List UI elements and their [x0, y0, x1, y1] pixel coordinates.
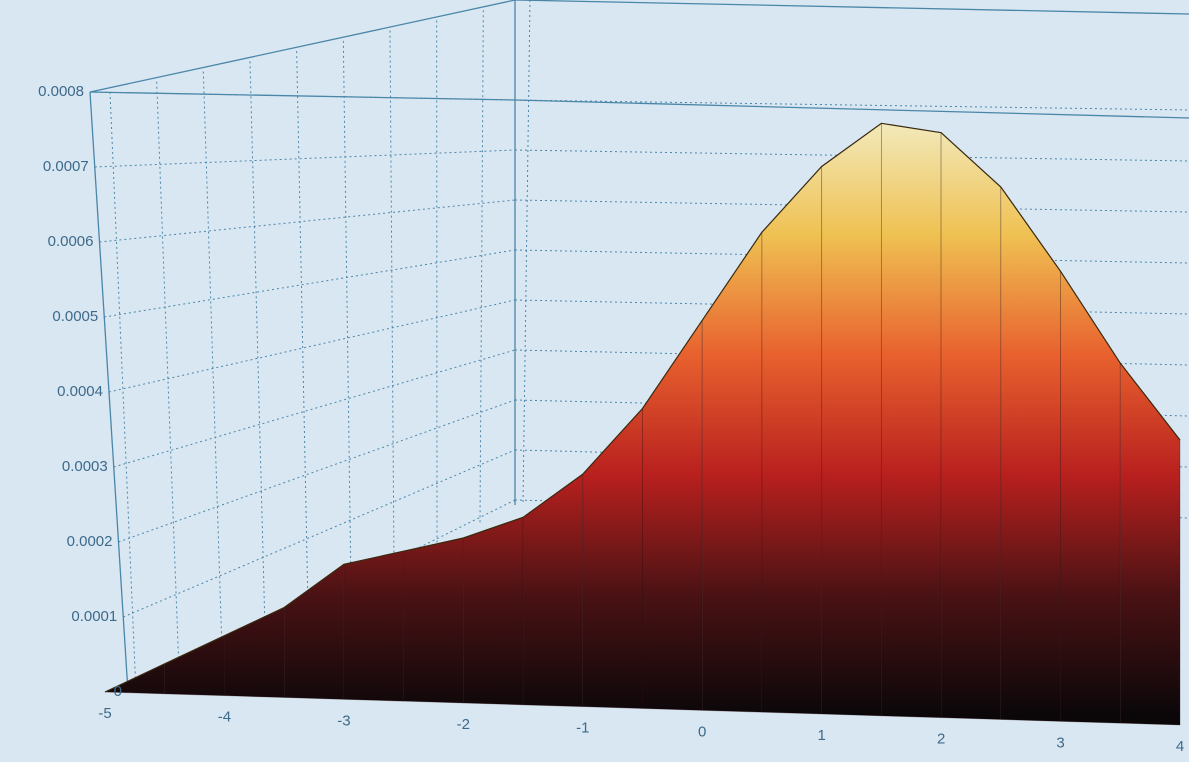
- x-tick-label: -5: [98, 705, 111, 722]
- z-tick-label: 0.0008: [38, 83, 84, 100]
- grid-line: [104, 249, 516, 318]
- grid-line: [514, 249, 1189, 264]
- grid-line: [89, 91, 516, 101]
- z-tick-label: 0.0007: [43, 158, 89, 175]
- x-tick-label: -3: [337, 712, 350, 729]
- surface-strip: [283, 563, 345, 700]
- surface-strip: [403, 537, 464, 704]
- surface-strip: [1119, 362, 1181, 726]
- z-tick-label: 0.0003: [62, 458, 108, 475]
- grid-line: [113, 349, 516, 468]
- grid-line: [342, 40, 352, 587]
- grid-line: [296, 51, 309, 608]
- x-tick-label: 3: [1056, 734, 1064, 751]
- surface-strip: [761, 165, 823, 715]
- surface-strip: [164, 635, 225, 697]
- grid-line: [123, 449, 516, 618]
- z-tick-label: 0: [114, 683, 122, 700]
- top-right-edge: [514, 99, 1189, 119]
- top-back-edge: [89, 0, 516, 93]
- x-tick-label: 4: [1176, 738, 1184, 755]
- grid-line: [522, 0, 531, 503]
- grid-line: [156, 81, 180, 671]
- x-tick-label: -1: [576, 720, 589, 737]
- surface-strip: [1000, 185, 1061, 722]
- z-tick-label: 0.0005: [52, 308, 98, 325]
- grid-line: [514, 99, 1189, 111]
- grid-line: [389, 30, 395, 566]
- surface-strip: [522, 473, 584, 708]
- x-tick-label: -4: [218, 709, 231, 726]
- grid-line: [514, 149, 1189, 162]
- z-axis: [89, 91, 129, 693]
- x-tick-label: 1: [817, 727, 825, 744]
- z-tick-label: 0.0002: [67, 533, 113, 550]
- labels: 0 0.0001 0.0002 0.0003 0.0004 0.0005 0.0006 0.0…: [38, 83, 1184, 755]
- surface-outline: [104, 122, 1181, 693]
- grid-line: [249, 61, 266, 629]
- surface-strip: [462, 516, 524, 706]
- surface-strip: [821, 122, 882, 717]
- grid-line: [514, 199, 1189, 213]
- grid-line: [99, 199, 516, 243]
- z-tick-label: 0.0004: [57, 383, 103, 400]
- x-tick-label: -2: [457, 716, 470, 733]
- z-tick-label: 0.0006: [48, 233, 94, 250]
- surface-strip: [880, 122, 942, 719]
- x-tick-label: 2: [937, 731, 945, 748]
- grid-line: [118, 399, 516, 543]
- surface-strip: [582, 407, 643, 709]
- surface: [104, 122, 1181, 726]
- surface-strip: [343, 550, 405, 702]
- x-tick-label: 0: [698, 723, 706, 740]
- top-back-right-edge: [514, 0, 1189, 15]
- grid-line: [109, 91, 137, 693]
- grid-line: [94, 149, 516, 168]
- surface-strip: [940, 131, 1002, 720]
- grid-line: [479, 10, 484, 524]
- grid-line: [108, 299, 516, 393]
- surface-strip: [1060, 269, 1121, 724]
- surface-strip: [642, 319, 703, 711]
- grid-line: [202, 71, 223, 650]
- z-tick-label: 0.0001: [71, 608, 117, 625]
